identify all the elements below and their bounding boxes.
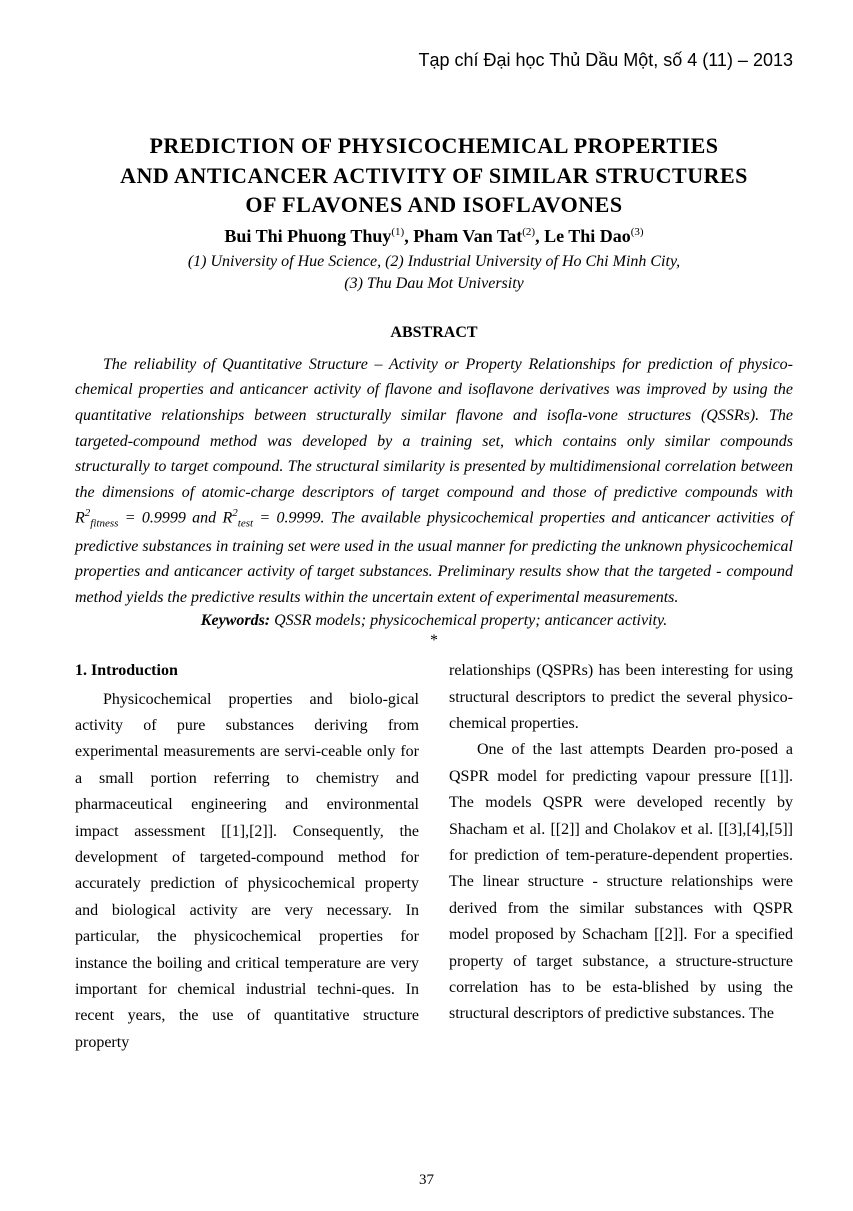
affiliations: (1) University of Hue Science, (2) Indus… (75, 251, 793, 296)
abstract-heading: ABSTRACT (75, 324, 793, 342)
title-line-3: OF FLAVONES AND ISOFLAVONES (245, 192, 622, 217)
author-3: Le Thi Dao (544, 226, 631, 246)
keywords-line: Keywords: QSSR models; physicochemical p… (75, 612, 793, 630)
abstract-body: The reliability of Quantitative Structur… (75, 352, 793, 610)
body-columns: 1. Introduction Physicochemical properti… (75, 658, 793, 1056)
author-1: Bui Thi Phuong Thuy (224, 226, 391, 246)
author-2-sup: (2) (522, 226, 535, 238)
separator-asterisk: * (75, 632, 793, 650)
section-1-heading: 1. Introduction (75, 658, 419, 684)
column-right: relationships (QSPRs) has been interesti… (449, 658, 793, 1056)
keywords-label: Keywords: (201, 612, 270, 629)
author-3-sup: (3) (631, 226, 644, 238)
col2-para2: One of the last attempts Dearden pro-pos… (449, 737, 793, 1027)
r2-fitness-sub: fitness (90, 518, 118, 530)
authors-line: Bui Thi Phuong Thuy(1), Pham Van Tat(2),… (75, 226, 793, 247)
r2-test-sub: test (238, 518, 253, 530)
column-left: 1. Introduction Physicochemical properti… (75, 658, 419, 1056)
r2-test-val: = 0.9999. (253, 510, 331, 527)
journal-header: Tạp chí Đại học Thủ Dầu Một, số 4 (11) –… (75, 50, 793, 71)
r2-fitness-R: R (75, 510, 85, 527)
title-line-2: AND ANTICANCER ACTIVITY OF SIMILAR STRUC… (120, 163, 748, 188)
affiliation-line-2: (3) Thu Dau Mot University (344, 275, 524, 292)
col1-para1: Physicochemical properties and biolo-gic… (75, 687, 419, 1056)
paper-title: PREDICTION OF PHYSICOCHEMICAL PROPERTIES… (75, 131, 793, 220)
abstract-pre: The reliability of Quantitative Structur… (75, 356, 793, 501)
title-line-1: PREDICTION OF PHYSICOCHEMICAL PROPERTIES (149, 133, 718, 158)
page-number: 37 (0, 1172, 853, 1189)
r2-test-R: R (222, 510, 232, 527)
r2-fitness-val: = 0.9999 and (118, 510, 222, 527)
keywords-text: QSSR models; physicochemical property; a… (270, 612, 667, 629)
affiliation-line-1: (1) University of Hue Science, (2) Indus… (188, 253, 680, 270)
author-2: Pham Van Tat (413, 226, 522, 246)
col2-para1: relationships (QSPRs) has been interesti… (449, 658, 793, 737)
author-1-sup: (1) (391, 226, 404, 238)
